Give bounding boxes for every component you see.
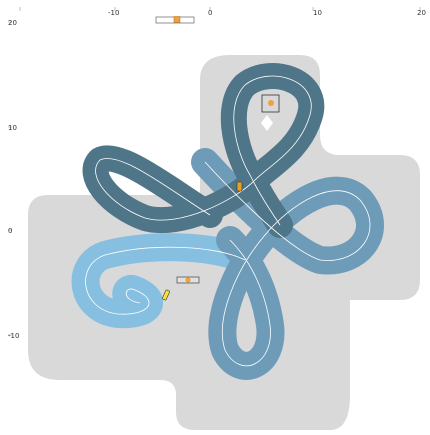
waypoint-diamond: [261, 115, 273, 131]
y-axis: [8, 21, 12, 336]
y-tick-label: 20: [8, 19, 17, 27]
y-tick-label: 10: [8, 124, 17, 132]
x-tick-label: 20: [417, 9, 426, 17]
zoom-slider-handle[interactable]: [173, 16, 181, 23]
target-box[interactable]: [261, 94, 280, 113]
checkpoint-marker[interactable]: [176, 276, 200, 284]
y-tick-label: -10: [8, 332, 19, 340]
car-yellow[interactable]: [162, 289, 170, 301]
x-tick-label: 0: [208, 9, 212, 17]
x-tick-label: 10: [313, 9, 322, 17]
zoom-slider[interactable]: [155, 16, 195, 24]
x-axis: [19, 7, 421, 11]
y-tick-label: 0: [8, 227, 12, 235]
car-orange[interactable]: [236, 181, 243, 192]
track-centerline: [85, 75, 371, 367]
x-tick-label: -10: [108, 9, 119, 17]
